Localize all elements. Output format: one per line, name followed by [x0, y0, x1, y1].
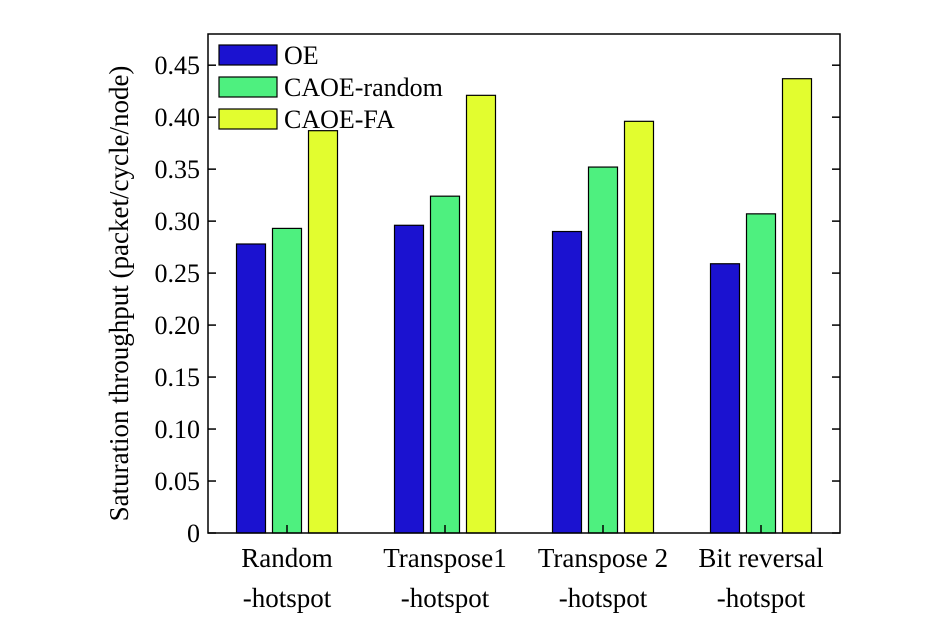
y-axis-ticks: 0 0.05 0.10 0.15 0.20 0.25 0.30 0.35 0.40 0.45	[155, 51, 840, 548]
bar-oe	[551, 230, 583, 534]
y-tick-label: 0.30	[155, 207, 201, 236]
legend-swatch	[218, 108, 278, 130]
y-tick-label: 0.25	[155, 259, 201, 288]
y-tick-label: 0.45	[155, 51, 201, 80]
bar-caoe-fa	[623, 120, 655, 534]
legend-swatch	[218, 76, 278, 98]
bar-caoe-random	[271, 227, 303, 534]
bar-oe	[709, 263, 741, 534]
bar-caoe-random	[745, 213, 777, 534]
x-category-label: Random	[241, 543, 333, 573]
bar-caoe-fa	[307, 130, 339, 534]
plot-frame	[207, 33, 841, 534]
bar-caoe-random	[587, 166, 619, 534]
x-category-label: -hotspot	[559, 583, 648, 613]
bar-caoe-random	[429, 195, 461, 534]
x-category-label: Transpose1	[383, 543, 507, 573]
legend-label: OE	[284, 41, 319, 70]
y-tick-label: 0.10	[155, 415, 201, 444]
legend-label: CAOE-random	[284, 73, 443, 102]
legend-label: CAOE-FA	[284, 105, 395, 134]
bar-oe	[235, 243, 267, 534]
bars-group	[235, 78, 813, 534]
x-axis-categories: Random -hotspot Transpose1 -hotspot Transpos…	[241, 525, 824, 613]
legend-swatch	[218, 44, 278, 66]
y-tick-label: 0.05	[155, 467, 201, 496]
x-category-label: -hotspot	[717, 583, 806, 613]
y-tick-label: 0	[187, 519, 200, 548]
legend: OE CAOE-random CAOE-FA	[218, 41, 443, 134]
x-category-label: Bit reversal	[698, 543, 823, 573]
x-category-label: -hotspot	[401, 583, 490, 613]
y-tick-label: 0.35	[155, 155, 201, 184]
x-category-label: Transpose 2	[538, 543, 668, 573]
y-tick-label: 0.40	[155, 103, 201, 132]
x-category-label: -hotspot	[243, 583, 332, 613]
bar-caoe-fa	[781, 78, 813, 534]
bar-caoe-fa	[465, 94, 497, 534]
y-tick-label: 0.20	[155, 311, 201, 340]
bar-oe	[393, 224, 425, 534]
y-tick-label: 0.15	[155, 363, 201, 392]
y-axis-label: Saturation throughput (packet/cycle/node…	[104, 66, 134, 522]
